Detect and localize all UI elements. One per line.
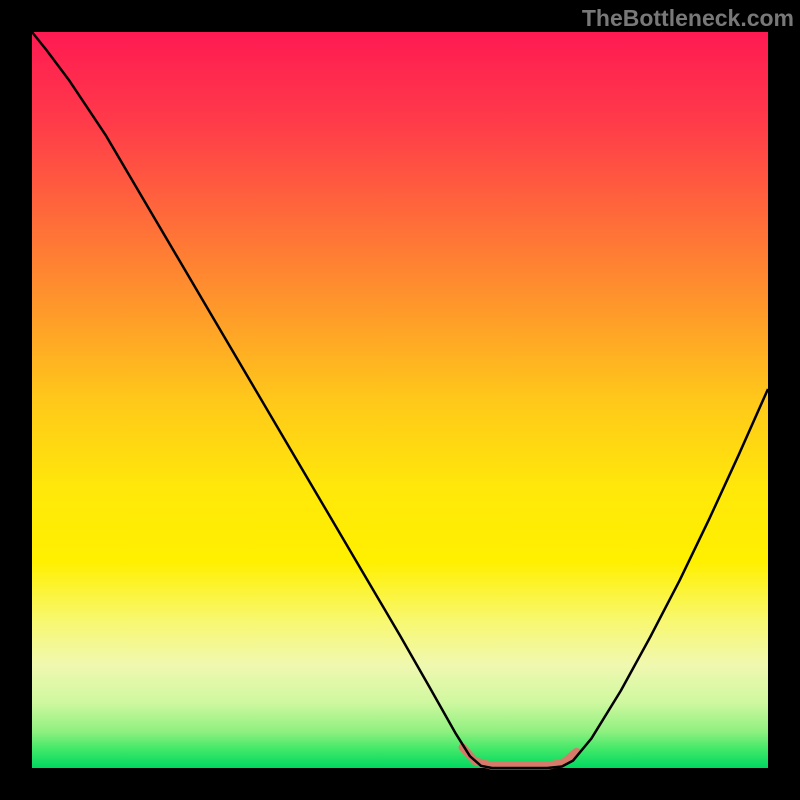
watermark-text: TheBottleneck.com — [582, 5, 794, 32]
chart-container: TheBottleneck.com — [0, 0, 800, 800]
plot-area — [32, 32, 768, 768]
chart-svg — [0, 0, 800, 800]
